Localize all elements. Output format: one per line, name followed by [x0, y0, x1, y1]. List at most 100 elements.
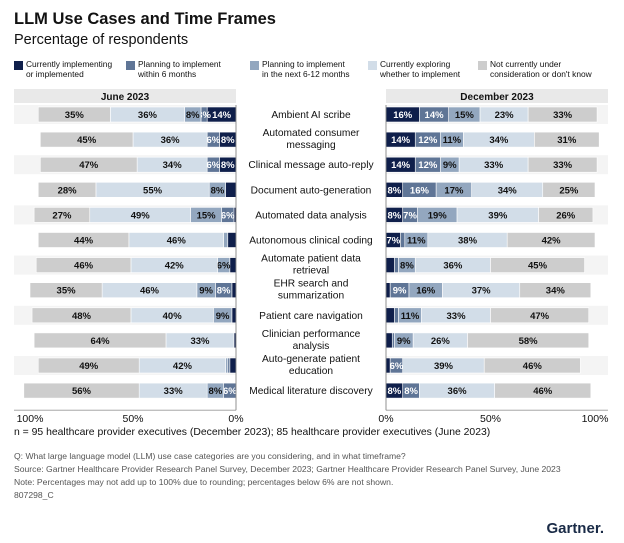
data-label-december: 45% [528, 261, 548, 272]
panel-header-left-bg [14, 89, 236, 103]
data-label-december: 16% [393, 110, 413, 121]
data-label-june: 56% [72, 386, 92, 397]
bar-december-segment [538, 207, 594, 223]
bar-june-segment [227, 232, 237, 248]
data-label-june: 55% [143, 185, 163, 196]
data-label-june: 9% [199, 286, 213, 297]
data-label-december: 36% [443, 261, 463, 272]
bar-june-segment [35, 257, 132, 273]
data-label-december: 8% [400, 261, 414, 272]
panel-title-december: December 2023 [460, 92, 534, 103]
bar-june-segment [231, 282, 237, 299]
bar-december-segment [400, 232, 406, 248]
data-label-june: 35% [57, 286, 77, 297]
x-tick-label-right: 50% [480, 413, 501, 425]
bar-december-segment [385, 282, 391, 299]
data-label-june: 49% [79, 361, 99, 372]
legend-swatch-6-12-months [250, 61, 259, 70]
data-label-december: 33% [553, 160, 573, 171]
data-label-june: 36% [161, 135, 181, 146]
data-label-december: 37% [472, 286, 492, 297]
legend-label: Planning to implement [262, 59, 345, 69]
bar-june-segment [31, 307, 132, 324]
bar-june-segment [225, 357, 229, 374]
data-label-december: 8% [387, 386, 401, 397]
data-label-june: 8% [217, 286, 231, 297]
data-label-june: 6% [206, 135, 220, 146]
data-label-december: 26% [431, 336, 451, 347]
data-label-december: 34% [546, 286, 566, 297]
category-label: retrieval [293, 266, 329, 277]
category-label: Automated data analysis [255, 210, 367, 221]
data-label-june: 46% [167, 236, 187, 247]
legend-swatch-not-considering [478, 61, 487, 70]
data-label-december: 26% [556, 210, 576, 221]
bar-june-segment [39, 156, 138, 173]
data-label-june: 28% [58, 185, 78, 196]
data-label-june: 27% [52, 210, 72, 221]
bar-june-segment [39, 131, 134, 148]
bar-june-segment [37, 357, 140, 374]
data-label-june: 8% [221, 160, 235, 171]
data-label-june: 15% [197, 210, 217, 221]
category-label: EHR search and [274, 279, 349, 290]
data-label-june: 8% [209, 386, 223, 397]
data-label-december: 8% [404, 386, 418, 397]
data-label-june: 46% [74, 261, 94, 272]
data-label-june: 34% [163, 160, 183, 171]
data-label-december: 16% [416, 286, 436, 297]
bar-december-segment [385, 257, 395, 273]
bar-june-segment [229, 257, 237, 273]
data-label-june: 42% [173, 361, 193, 372]
chart-title: LLM Use Cases and Time Frames [14, 10, 276, 28]
bar-december-segment [391, 332, 395, 349]
data-label-december: 36% [448, 386, 468, 397]
data-label-december: 58% [519, 336, 539, 347]
data-label-december: 11% [443, 135, 462, 146]
data-label-june: 8% [211, 185, 225, 196]
legend-label: Currently implementing [26, 59, 113, 69]
data-label-june: 33% [164, 386, 184, 397]
data-label-december: 39% [434, 361, 454, 372]
bar-june-segment [37, 182, 97, 198]
document-id: 807298_C [14, 490, 54, 500]
data-label-december: 33% [484, 160, 504, 171]
data-label-june: 47% [79, 160, 99, 171]
data-label-december: 7% [386, 236, 400, 247]
data-label-december: 42% [542, 236, 562, 247]
legend-swatch-implementing [14, 61, 23, 70]
data-label-december: 33% [447, 311, 467, 322]
data-label-june: 6% [217, 261, 231, 272]
data-label-june: 33% [190, 336, 210, 347]
x-tick-label-left: 0% [228, 413, 243, 425]
category-label: Automated consumer [263, 128, 360, 139]
legend-label: in the next 6-12 months [262, 68, 350, 79]
data-label-december: 39% [488, 210, 508, 221]
bar-december-segment [519, 282, 592, 299]
data-label-december: 14% [391, 135, 411, 146]
bar-june-segment [231, 307, 237, 324]
data-label-june: 8% [221, 135, 235, 146]
data-label-december: 15% [455, 110, 475, 121]
data-label-december: 17% [444, 185, 464, 196]
data-label-december: 25% [559, 185, 579, 196]
x-tick-label-left: 50% [122, 413, 143, 425]
data-label-june: 49% [131, 210, 151, 221]
bar-december-segment [385, 332, 393, 349]
x-tick-label-left: 100% [17, 413, 44, 425]
source-footnote: Source: Gartner Healthcare Provider Rese… [14, 464, 561, 474]
data-label-june: 3% [197, 110, 211, 121]
data-label-december: 34% [498, 185, 518, 196]
legend-swatch-exploring [368, 61, 377, 70]
legend-label: Not currently under [490, 59, 562, 69]
brand-name: Gartner [546, 520, 600, 537]
data-label-june: 35% [65, 110, 85, 121]
category-label: messaging [286, 140, 336, 151]
category-label: Patient care navigation [259, 311, 363, 322]
category-label: Automate patient data [261, 254, 361, 265]
bar-june-segment [229, 357, 237, 374]
data-label-december: 46% [533, 386, 553, 397]
data-label-december: 38% [458, 236, 478, 247]
legend-label: Planning to implement [138, 59, 221, 69]
